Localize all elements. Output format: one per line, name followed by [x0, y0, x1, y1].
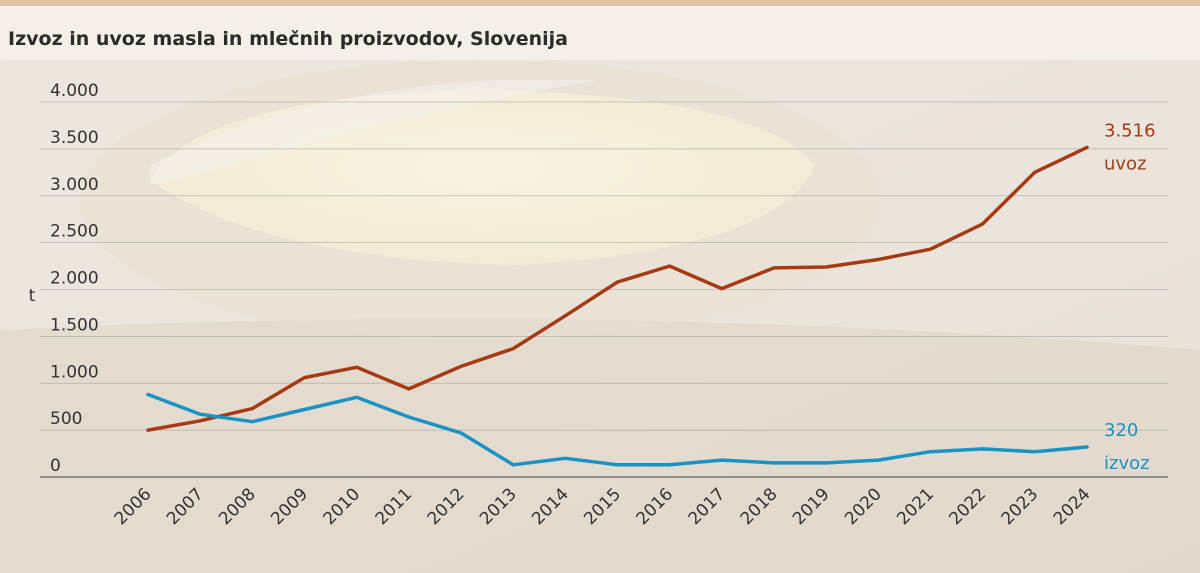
series-end-labels: 3.516 uvoz 320 izvoz — [1104, 120, 1156, 474]
x-tick-label: 2019 — [789, 484, 834, 529]
x-tick-label: 2016 — [632, 484, 677, 529]
x-tick-label: 2022 — [945, 484, 990, 529]
end-value-label-izvoz: 320 — [1104, 420, 1138, 441]
series-line-izvoz — [146, 392, 1089, 467]
y-tick-label: 0 — [50, 456, 61, 476]
x-tick-label: 2015 — [580, 484, 625, 529]
y-tick-label: 3.500 — [50, 128, 99, 148]
x-tick-label: 2018 — [737, 484, 782, 529]
x-tick-label: 2021 — [893, 484, 938, 529]
y-tick-label: 3.000 — [50, 175, 99, 195]
x-tick-label: 2006 — [111, 484, 156, 529]
x-tick-label: 2008 — [215, 484, 260, 529]
gridlines — [40, 101, 1168, 478]
end-value-label-uvoz: 3.516 — [1104, 120, 1156, 141]
y-tick-label: 4.000 — [50, 81, 99, 101]
x-tick-label: 2014 — [528, 484, 573, 529]
x-tick-label: 2012 — [424, 484, 469, 529]
y-tick-label: 500 — [50, 409, 82, 429]
chart-title: Izvoz in uvoz masla in mlečnih proizvodo… — [8, 28, 568, 50]
y-tick-label: 1.000 — [50, 362, 99, 382]
x-tick-label: 2007 — [163, 484, 208, 529]
y-tick-label: 2.500 — [50, 222, 99, 242]
x-tick-label: 2009 — [267, 484, 312, 529]
y-tick-label: 1.500 — [50, 315, 99, 335]
y-axis-ticks: 0 500 1.000 1.500 2.000 2.500 3.000 3.500 4.000 — [50, 81, 99, 476]
series-lines — [146, 145, 1089, 467]
series-line-uvoz — [146, 145, 1089, 432]
series-name-label-uvoz: uvoz — [1104, 153, 1147, 174]
x-tick-label: 2020 — [841, 484, 886, 529]
x-tick-label: 2010 — [319, 484, 364, 529]
x-tick-label: 2011 — [372, 484, 417, 529]
x-tick-label: 2023 — [998, 484, 1043, 529]
series-name-label-izvoz: izvoz — [1104, 453, 1150, 474]
x-tick-label: 2024 — [1050, 484, 1095, 529]
x-tick-label: 2013 — [476, 484, 521, 529]
x-axis-ticks: 2006 2007 2008 2009 2010 2011 2012 2013 2014 2015… — [111, 484, 1095, 529]
x-tick-label: 2017 — [685, 484, 730, 529]
y-axis-label: t — [29, 286, 36, 306]
y-tick-label: 2.000 — [50, 269, 99, 289]
